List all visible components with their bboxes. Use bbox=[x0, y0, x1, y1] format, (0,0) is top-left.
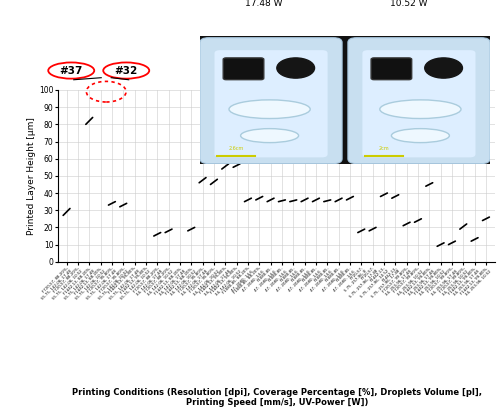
Text: 2.6cm: 2.6cm bbox=[228, 146, 244, 151]
FancyBboxPatch shape bbox=[348, 38, 490, 164]
Ellipse shape bbox=[392, 129, 450, 143]
Ellipse shape bbox=[380, 100, 461, 119]
Ellipse shape bbox=[229, 100, 310, 119]
Ellipse shape bbox=[240, 129, 298, 143]
FancyBboxPatch shape bbox=[200, 36, 490, 164]
Circle shape bbox=[277, 58, 314, 78]
Text: 2cm: 2cm bbox=[379, 146, 390, 151]
Text: Specimen #32:
10.52 W: Specimen #32: 10.52 W bbox=[374, 0, 444, 8]
Text: #32: #32 bbox=[114, 65, 138, 76]
FancyBboxPatch shape bbox=[223, 58, 264, 80]
Y-axis label: Printed Layer Height [µm]: Printed Layer Height [µm] bbox=[27, 117, 36, 235]
FancyBboxPatch shape bbox=[214, 50, 328, 157]
Text: Printing Conditions (Resolution [dpi], Coverage Percentage [%], Droplets Volume : Printing Conditions (Resolution [dpi], C… bbox=[72, 388, 482, 407]
Text: Specimen #37:
17.48 W: Specimen #37: 17.48 W bbox=[229, 0, 298, 8]
Circle shape bbox=[425, 58, 463, 78]
Text: #37: #37 bbox=[60, 65, 83, 76]
FancyBboxPatch shape bbox=[200, 38, 342, 164]
FancyBboxPatch shape bbox=[371, 58, 412, 80]
FancyBboxPatch shape bbox=[362, 50, 476, 157]
